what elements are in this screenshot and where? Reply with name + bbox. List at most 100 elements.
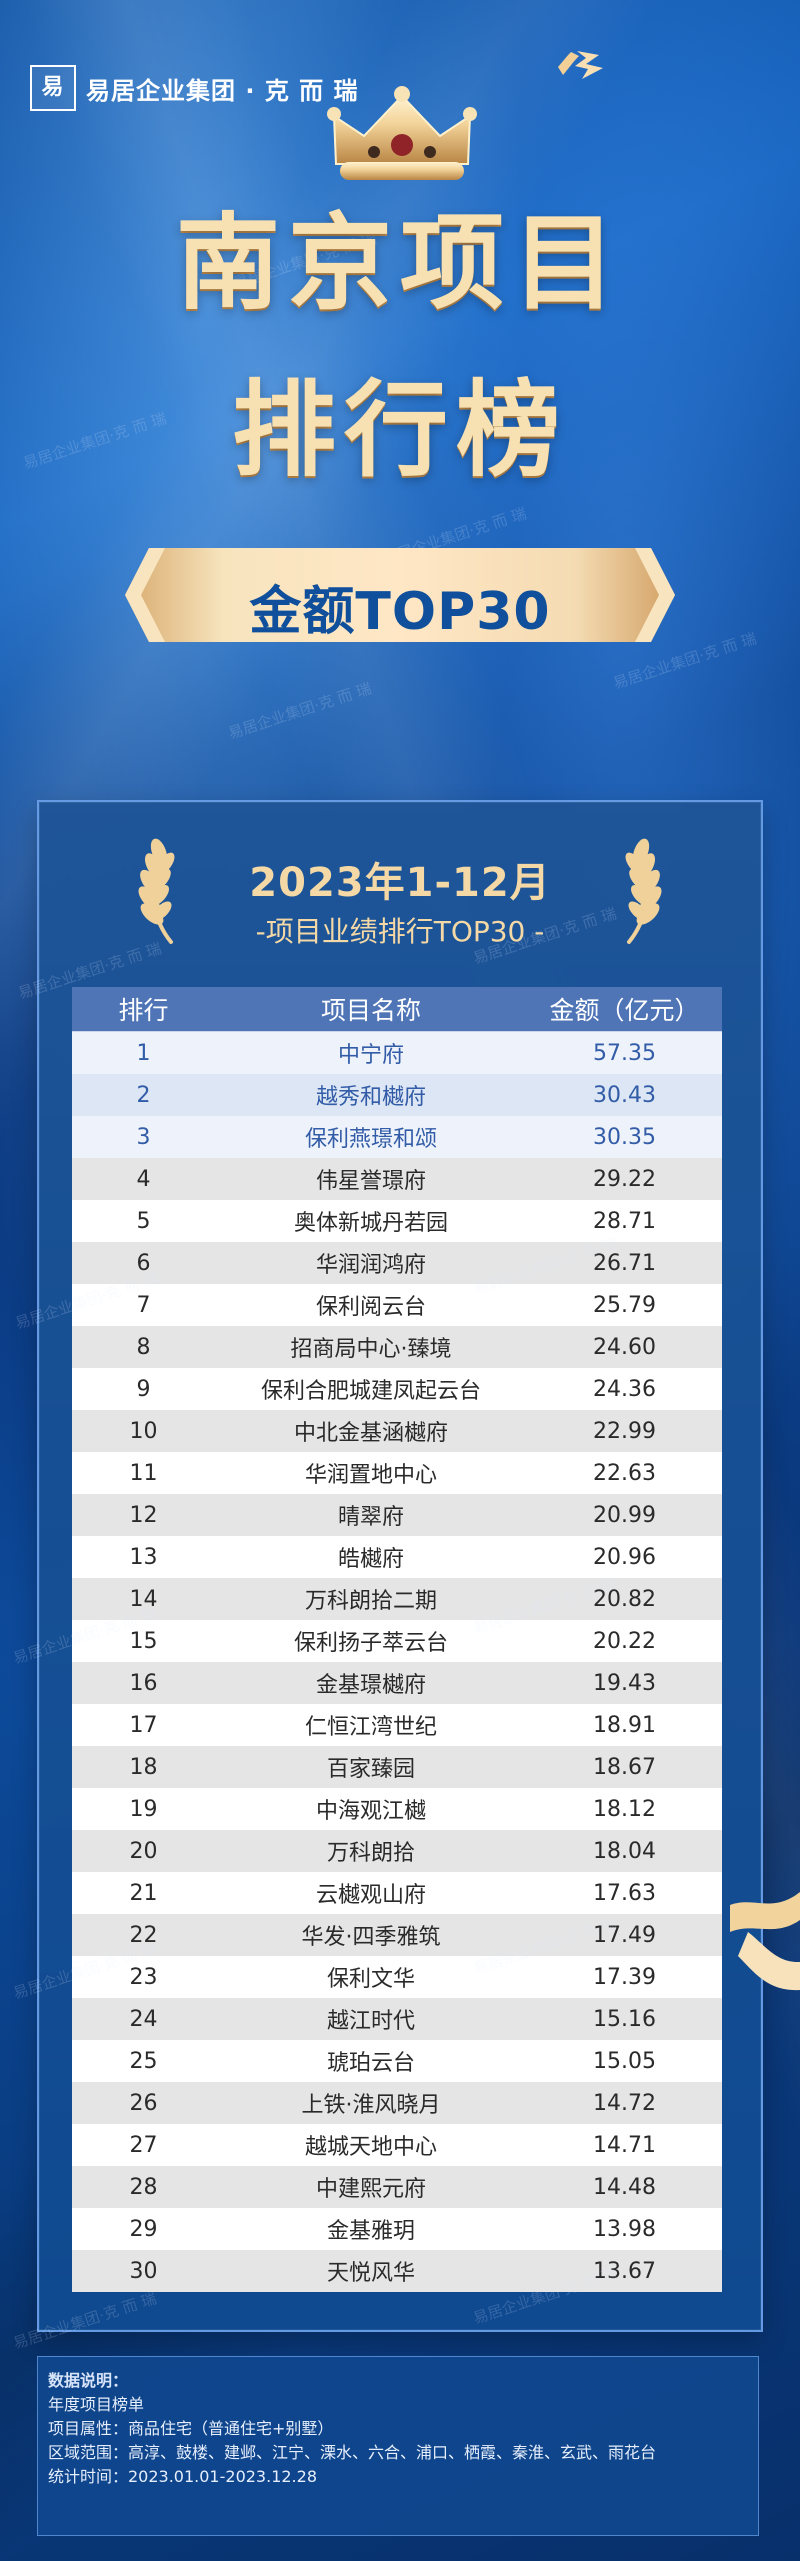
rank-cell: 12: [72, 1494, 215, 1536]
table-row: 14 万科朗拾二期 20.82: [72, 1578, 722, 1620]
project-name-cell: 金基雅玥: [215, 2208, 527, 2250]
project-name-cell: 金基璟樾府: [215, 1662, 527, 1704]
hero-title-line-1: 南京项目: [175, 202, 624, 324]
brand-mark-icon: 易: [30, 65, 76, 111]
amount-cell: 18.04: [527, 1830, 722, 1872]
table-row: 23 保利文华 17.39: [72, 1956, 722, 1998]
amount-cell: 13.67: [527, 2250, 722, 2292]
table-row: 30 天悦风华 13.67: [72, 2250, 722, 2292]
table-header-row: 排行 项目名称 金额（亿元）: [72, 987, 722, 1032]
project-name-cell: 保利燕璟和颂: [215, 1116, 527, 1158]
data-notes-panel: 数据说明： 年度项目榜单 项目属性：商品住宅（普通住宅+别墅） 区域范围：高淳、…: [37, 2356, 759, 2536]
project-name-cell: 皓樾府: [215, 1536, 527, 1578]
project-name-cell: 越城天地中心: [215, 2124, 527, 2166]
rank-cell: 9: [72, 1368, 215, 1410]
table-row: 6 华润润鸿府 26.71: [72, 1242, 722, 1284]
amount-cell: 30.35: [527, 1116, 722, 1158]
amount-cell: 13.98: [527, 2208, 722, 2250]
rank-cell: 11: [72, 1452, 215, 1494]
table-row: 11 华润置地中心 22.63: [72, 1452, 722, 1494]
rank-cell: 7: [72, 1284, 215, 1326]
rank-cell: 3: [72, 1116, 215, 1158]
project-name-cell: 仁恒江湾世纪: [215, 1704, 527, 1746]
rank-cell: 20: [72, 1830, 215, 1872]
rank-cell: 17: [72, 1704, 215, 1746]
brand-name: 易居企业集团 · 克 而 瑞: [86, 76, 359, 105]
header-project-name: 项目名称: [215, 987, 527, 1032]
ribbon-icon: [730, 1892, 800, 1991]
rank-cell: 25: [72, 2040, 215, 2082]
amount-cell: 18.12: [527, 1788, 722, 1830]
rank-cell: 8: [72, 1326, 215, 1368]
notes-title: 数据说明：: [48, 2371, 129, 2390]
table-row: 17 仁恒江湾世纪 18.91: [72, 1704, 722, 1746]
project-name-cell: 万科朗拾二期: [215, 1578, 527, 1620]
rank-cell: 23: [72, 1956, 215, 1998]
notes-line-2: 项目属性：商品住宅（普通住宅+别墅）: [48, 2419, 334, 2438]
table-row: 28 中建熙元府 14.48: [72, 2166, 722, 2208]
table-row: 12 晴翠府 20.99: [72, 1494, 722, 1536]
amount-cell: 28.71: [527, 1200, 722, 1242]
rank-cell: 28: [72, 2166, 215, 2208]
rank-cell: 21: [72, 1872, 215, 1914]
table-row: 18 百家臻园 18.67: [72, 1746, 722, 1788]
rank-cell: 18: [72, 1746, 215, 1788]
notes-line-4: 统计时间：2023.01.01-2023.12.28: [48, 2467, 317, 2486]
rank-cell: 22: [72, 1914, 215, 1956]
rank-cell: 16: [72, 1662, 215, 1704]
amount-cell: 20.22: [527, 1620, 722, 1662]
table-row: 26 上铁·淮风晓月 14.72: [72, 2082, 722, 2124]
amount-cell: 14.48: [527, 2166, 722, 2208]
header-amount: 金额（亿元）: [527, 987, 722, 1032]
project-name-cell: 百家臻园: [215, 1746, 527, 1788]
rank-cell: 27: [72, 2124, 215, 2166]
rank-cell: 26: [72, 2082, 215, 2124]
rank-cell: 29: [72, 2208, 215, 2250]
amount-cell: 17.39: [527, 1956, 722, 1998]
period-subtitle: -项目业绩排行TOP30 -: [255, 915, 545, 948]
notes-line-3: 区域范围：高淳、鼓楼、建邺、江宁、溧水、六合、浦口、栖霞、秦淮、玄武、雨花台: [48, 2443, 657, 2462]
amount-cell: 18.91: [527, 1704, 722, 1746]
table-row: 24 越江时代 15.16: [72, 1998, 722, 2040]
amount-cell: 20.82: [527, 1578, 722, 1620]
ribbon-icon: [558, 51, 603, 79]
rank-cell: 24: [72, 1998, 215, 2040]
table-row: 25 琥珀云台 15.05: [72, 2040, 722, 2082]
rank-cell: 14: [72, 1578, 215, 1620]
ranking-table: 排行 项目名称 金额（亿元） 1 中宁府 57.35 2 越秀和樾府 30.43 3 保利…: [72, 987, 722, 2292]
table-row: 4 伟星誉璟府 29.22: [72, 1158, 722, 1200]
project-name-cell: 华发·四季雅筑: [215, 1914, 527, 1956]
project-name-cell: 保利阅云台: [215, 1284, 527, 1326]
amount-cell: 25.79: [527, 1284, 722, 1326]
amount-cell: 19.43: [527, 1662, 722, 1704]
amount-cell: 30.43: [527, 1074, 722, 1116]
project-name-cell: 越江时代: [215, 1998, 527, 2040]
amount-cell: 20.96: [527, 1536, 722, 1578]
amount-cell: 26.71: [527, 1242, 722, 1284]
laurel-left-icon: [138, 838, 175, 944]
table-row: 21 云樾观山府 17.63: [72, 1872, 722, 1914]
notes-line-1: 年度项目榜单: [48, 2395, 145, 2414]
table-row: 13 皓樾府 20.96: [72, 1536, 722, 1578]
project-name-cell: 云樾观山府: [215, 1872, 527, 1914]
title-ribbon: [125, 548, 675, 642]
amount-cell: 29.22: [527, 1158, 722, 1200]
project-name-cell: 琥珀云台: [215, 2040, 527, 2082]
table-row: 20 万科朗拾 18.04: [72, 1830, 722, 1872]
rank-cell: 4: [72, 1158, 215, 1200]
project-name-cell: 中海观江樾: [215, 1788, 527, 1830]
table-row: 3 保利燕璟和颂 30.35: [72, 1116, 722, 1158]
project-name-cell: 中北金基涵樾府: [215, 1410, 527, 1452]
table-row: 9 保利合肥城建凤起云台 24.36: [72, 1368, 722, 1410]
project-name-cell: 上铁·淮风晓月: [215, 2082, 527, 2124]
amount-cell: 18.67: [527, 1746, 722, 1788]
brand-header: 易 易居企业集团 · 克 而 瑞: [30, 65, 359, 111]
rank-cell: 30: [72, 2250, 215, 2292]
ranking-table-wrap: 排行 项目名称 金额（亿元） 1 中宁府 57.35 2 越秀和樾府 30.43 3 保利…: [72, 987, 722, 2292]
amount-cell: 57.35: [527, 1031, 722, 1074]
amount-cell: 22.63: [527, 1452, 722, 1494]
table-row: 16 金基璟樾府 19.43: [72, 1662, 722, 1704]
table-row: 5 奥体新城丹若园 28.71: [72, 1200, 722, 1242]
project-name-cell: 保利文华: [215, 1956, 527, 1998]
ranking-type-label: 金额TOP30: [249, 582, 551, 642]
